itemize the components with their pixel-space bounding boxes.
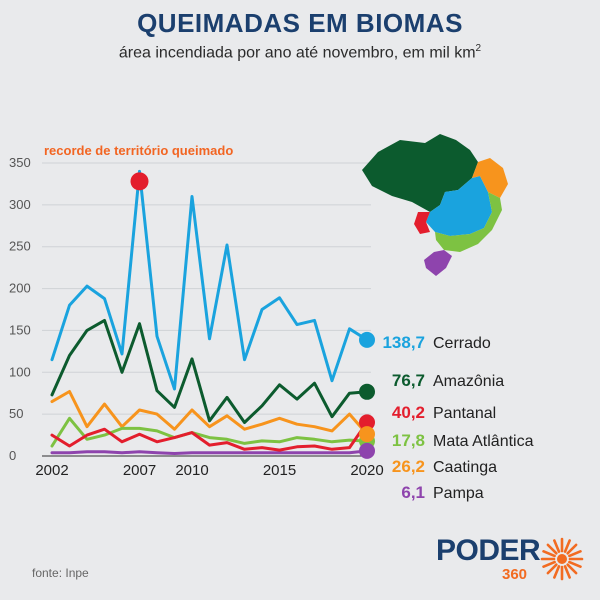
sun-ray	[542, 550, 556, 558]
series-line	[50, 318, 369, 424]
sun-ray	[566, 563, 578, 575]
y-tick-label: 300	[9, 197, 31, 212]
y-tick-label: 250	[9, 239, 31, 254]
brazil-map-icon	[362, 134, 508, 276]
sun-ray	[566, 543, 578, 555]
sun-ray	[542, 560, 556, 568]
series-value-label: 138,7	[382, 333, 425, 352]
sunburst-icon	[540, 537, 584, 581]
sun-ray	[568, 560, 582, 568]
sun-ray	[553, 539, 561, 553]
series-labels: 138,7 Cerrado 76,7 Amazônia 40,2 Pantanal 17,8…	[382, 333, 533, 502]
x-tick-label: 2015	[263, 462, 296, 479]
sun-ray	[546, 543, 558, 555]
y-tick-label: 50	[9, 406, 23, 421]
annotation-text: recorde de território queimado	[44, 143, 233, 158]
logo-number: 360	[502, 566, 528, 583]
sun-ray	[563, 565, 571, 579]
y-tick-label: 350	[9, 155, 31, 170]
sun-ray	[546, 563, 558, 575]
series-value-label: 26,2	[392, 457, 425, 476]
logo-word: PODER	[436, 534, 541, 567]
series-line	[50, 420, 369, 452]
series-line	[50, 390, 369, 436]
series-value-label: 76,7	[392, 371, 425, 390]
series-line	[50, 169, 369, 391]
y-tick-label: 0	[9, 448, 16, 463]
page-title: QUEIMADAS EM BIOMAS	[137, 8, 463, 38]
series-end-point	[359, 414, 375, 431]
series-lines	[50, 169, 375, 459]
record-point	[130, 172, 149, 191]
annotation: recorde de território queimado	[44, 143, 233, 191]
x-tick-label: 2020	[350, 462, 383, 479]
series-end-point	[359, 442, 375, 459]
series-end-point	[359, 383, 375, 400]
y-tick-label: 200	[9, 281, 31, 296]
sun-ray	[563, 539, 571, 553]
x-tick-label: 2002	[35, 462, 68, 479]
series-value-label: 40,2	[392, 403, 425, 422]
poder360-logo: PODER 360	[436, 534, 586, 586]
x-axis-ticks: 2002 2007 2010 2015 2020	[35, 462, 383, 479]
x-tick-label: 2010	[175, 462, 208, 479]
subtitle-text: área incendiada por ano até novembro, em…	[118, 44, 476, 62]
series-name-label: Caatinga	[433, 459, 497, 476]
series-value-label: 17,8	[392, 431, 425, 450]
series-end-point	[359, 426, 375, 443]
y-axis-ticks: 0 50 100 150 200 250 300 350	[9, 155, 31, 463]
y-tick-label: 150	[9, 322, 31, 337]
series-line	[50, 416, 369, 448]
y-tick-label: 100	[9, 364, 31, 379]
series-value-label: 6,1	[401, 483, 425, 502]
series-name-label: Cerrado	[433, 335, 491, 352]
source-note: fonte: Inpe	[32, 566, 89, 580]
series-name-label: Pantanal	[433, 405, 496, 422]
x-tick-label: 2007	[123, 462, 156, 479]
series-name-label: Pampa	[433, 485, 484, 502]
sun-ray	[553, 565, 561, 579]
series-name-label: Mata Atlântica	[433, 433, 534, 450]
subtitle-superscript: 2	[475, 43, 482, 54]
sun-ray	[568, 550, 582, 558]
series-line	[50, 449, 369, 455]
series-end-point	[359, 331, 375, 348]
series-name-label: Amazônia	[433, 373, 504, 390]
subtitle: área incendiada por ano até novembro, em…	[0, 43, 600, 62]
